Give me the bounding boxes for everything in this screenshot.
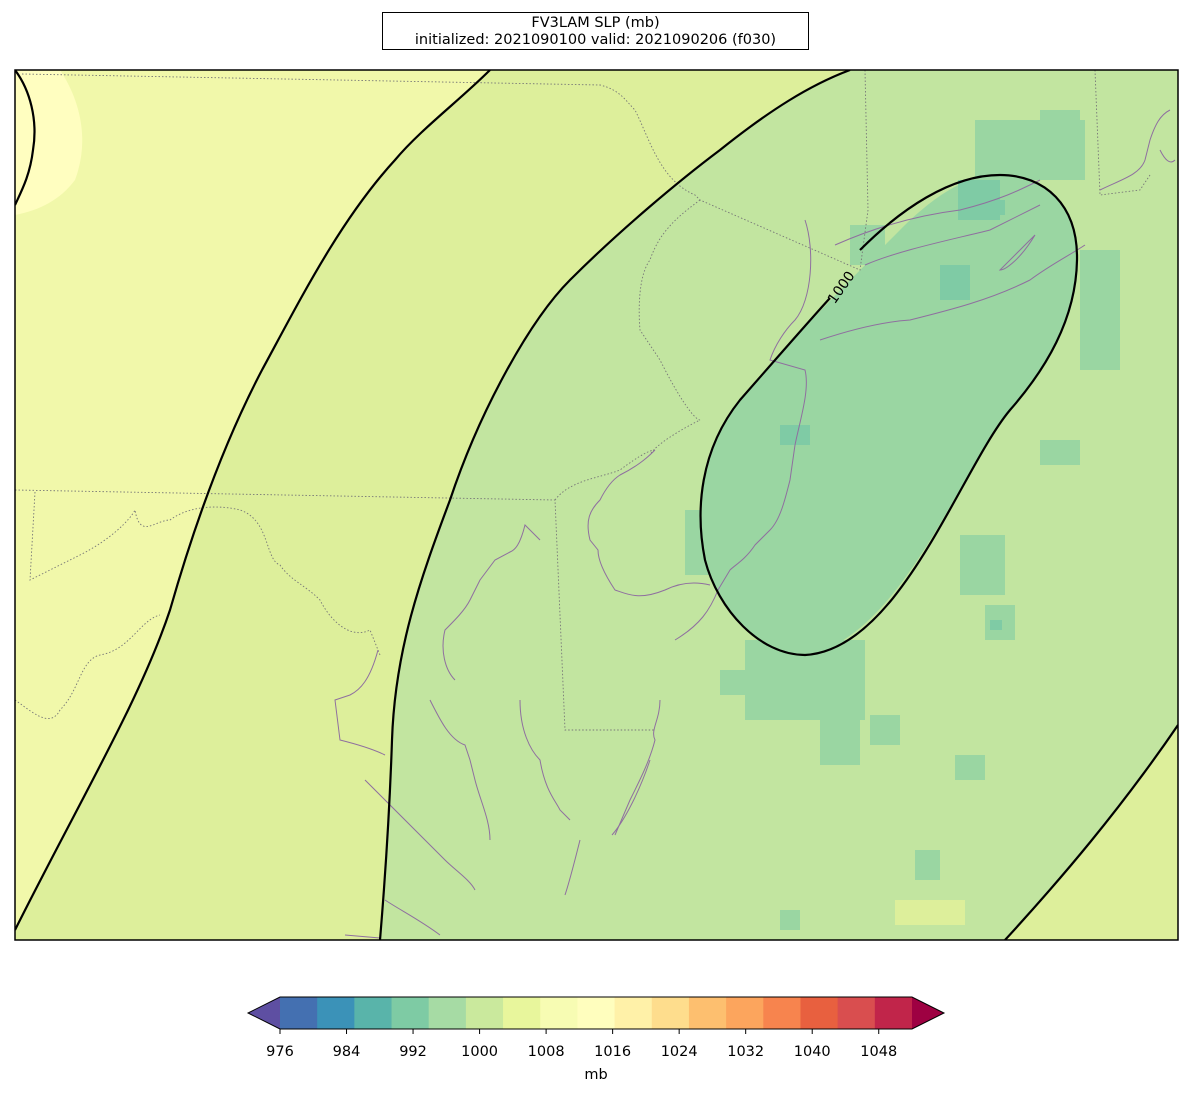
colorbar-cell [503, 997, 541, 1029]
colorbar-unit-label: mb [584, 1067, 607, 1083]
colorbar-cell [688, 997, 727, 1029]
colorbar-ticks: 976 984 992 1000 1008 1016 1024 1032 1040 1048 [266, 1029, 897, 1060]
colorbar-cell [317, 997, 355, 1029]
colorbar-cell [428, 997, 467, 1029]
colorbar-cell [614, 997, 653, 1029]
field-patches [15, 70, 1178, 930]
contour-1008 [15, 70, 491, 931]
contour-1004-east [1004, 724, 1178, 940]
colorbar-cell [391, 997, 430, 1029]
colorbar-tick-label: 976 [266, 1044, 294, 1060]
state-borders [15, 70, 1151, 731]
colorbar-cell [577, 997, 616, 1029]
colorbar-cell [800, 997, 839, 1029]
colorbar-tick-label: 1008 [528, 1044, 565, 1060]
colorbar-tick-label: 1048 [860, 1044, 897, 1060]
map-frame [14, 69, 1179, 941]
colorbar-cell [280, 997, 318, 1029]
title-line-1: FV3LAM SLP (mb) [531, 15, 660, 31]
colorbar-cells [280, 997, 913, 1029]
contour-1000 [699, 173, 1079, 657]
colorbar-cell [465, 997, 504, 1029]
colorbar-cell [651, 997, 690, 1029]
colorbar-cell [726, 997, 764, 1029]
coastline [334, 109, 1176, 939]
colorbar-cell [540, 997, 579, 1029]
colorbar-tick-label: 984 [333, 1044, 361, 1060]
colorbar-cell [763, 997, 802, 1029]
colorbar-cell [874, 997, 913, 1029]
contour-1012 [15, 70, 36, 206]
colorbar-outline [246, 996, 946, 1030]
colorbar-tick-label: 1024 [661, 1044, 698, 1060]
field-band-1000 [700, 175, 1078, 655]
colorbar-tick-label: 1040 [794, 1044, 831, 1060]
colorbar-cell [837, 997, 876, 1029]
colorbar-under-triangle [248, 997, 280, 1029]
colorbar-tick-label: 992 [399, 1044, 427, 1060]
field-band-1012 [15, 70, 490, 930]
map-content: 1000 [15, 70, 1178, 940]
colorbar-tick-label: 1032 [727, 1044, 764, 1060]
colorbar-tick-label: 1016 [594, 1044, 631, 1060]
title-line-2: initialized: 2021090100 valid: 202109020… [414, 32, 777, 48]
plot-title: FV3LAM SLP (mb) initialized: 2021090100 … [382, 12, 809, 50]
contour-1004 [378, 70, 851, 940]
colorbar-tick-label: 1000 [461, 1044, 498, 1060]
colorbar-over-triangle [912, 997, 944, 1029]
colorbar-cell [354, 997, 393, 1029]
